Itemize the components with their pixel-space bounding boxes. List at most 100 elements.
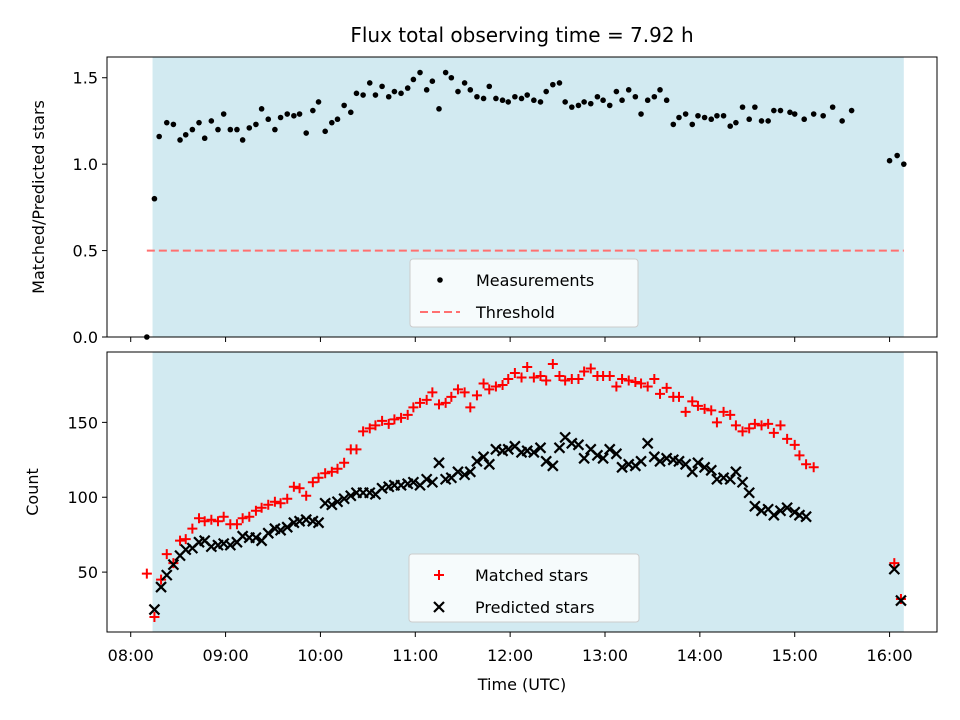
measurements-point — [518, 95, 525, 102]
matched-stars-point — [801, 459, 812, 470]
matched-stars-point — [775, 420, 786, 431]
measurements-point — [644, 97, 651, 104]
top-legend: Measurements Threshold — [409, 258, 639, 328]
measurements-point — [499, 97, 506, 104]
matched-stars-point — [642, 381, 653, 392]
predicted-stars-point — [464, 466, 477, 478]
measurements-point — [493, 95, 499, 102]
matched-stars-point — [889, 558, 900, 569]
measurements-point — [682, 111, 689, 117]
bottom-y-tick-label: 50 — [78, 563, 98, 582]
matched-stars-point — [440, 397, 451, 408]
measurements-point — [486, 83, 493, 90]
measurements-point — [771, 107, 777, 114]
bottom-legend-box — [408, 553, 640, 623]
measurements-point — [196, 119, 202, 126]
measurements-point — [720, 112, 727, 119]
matched-stars-point — [263, 499, 274, 510]
x-axis-label: Time (UTC) — [477, 675, 566, 694]
predicted-stars-point — [553, 442, 566, 454]
predicted-stars-point — [471, 455, 483, 468]
measurements-point — [347, 109, 354, 116]
legend-measurements-label: Measurements — [476, 271, 594, 290]
matched-stars-point — [718, 406, 729, 417]
measurements-point — [258, 106, 265, 112]
measurements-point — [524, 92, 531, 98]
x-tick-label: 12:00 — [487, 646, 533, 665]
measurements-point — [581, 99, 587, 105]
measurements-point — [543, 88, 549, 95]
predicted-stars-point — [477, 451, 490, 463]
measurements-point — [512, 93, 518, 100]
matched-stars-point — [180, 534, 191, 545]
measurements-point — [215, 126, 221, 133]
legend-predicted-stars-marker — [433, 601, 445, 613]
predicted-stars-point — [768, 509, 780, 521]
legend-measurements-marker — [437, 277, 443, 283]
matched-stars-point — [680, 406, 691, 417]
measurements-point — [303, 130, 310, 136]
bottom-y-tick-label: 150 — [67, 413, 98, 432]
predicted-stars-point — [224, 539, 237, 551]
matched-stars-point — [630, 376, 641, 387]
measurements-point — [341, 102, 347, 109]
top-y-axis-label: Matched/Predicted stars — [29, 100, 48, 294]
matched-stars-point — [478, 378, 489, 389]
matched-stars-point — [237, 513, 248, 524]
measurements-point — [587, 100, 594, 107]
measurements-point — [651, 93, 658, 100]
matched-stars-point — [611, 381, 622, 392]
predicted-stars-point — [730, 466, 742, 478]
measurements-point — [220, 111, 227, 117]
matched-stars-point — [636, 378, 647, 389]
measurements-point — [600, 97, 606, 104]
matched-stars-point — [415, 397, 426, 408]
measurements-point — [372, 92, 379, 98]
predicted-stars-point — [705, 464, 718, 477]
measurements-point — [594, 93, 601, 100]
bottom-y-tick-label: 100 — [67, 488, 98, 507]
matched-stars-point — [497, 379, 508, 390]
measurements-point — [765, 118, 771, 124]
matched-stars-point — [187, 523, 198, 534]
predicted-stars-point — [312, 516, 325, 529]
matched-stars-point — [358, 426, 369, 437]
measurements-point — [353, 90, 360, 97]
measurements-point — [398, 90, 404, 97]
matched-stars-point — [604, 370, 615, 381]
predicted-stars-point — [698, 461, 711, 474]
matched-stars-point — [585, 363, 596, 374]
measurements-point — [315, 99, 322, 105]
predicted-stars-point — [281, 521, 294, 533]
matched-stars-point — [459, 387, 470, 398]
matched-stars-point — [307, 477, 318, 488]
matched-stars-point — [282, 493, 293, 504]
measurements-point — [385, 93, 392, 100]
measurements-point — [505, 99, 512, 105]
predicted-stars-point — [616, 461, 628, 474]
predicted-stars-point — [591, 449, 604, 462]
predicted-stars-point — [540, 455, 552, 468]
top-legend-box — [409, 258, 639, 328]
measurements-point — [467, 87, 474, 93]
matched-stars-point — [301, 490, 312, 501]
matched-stars-point — [699, 403, 710, 414]
measurements-point — [284, 111, 291, 117]
matched-stars-point — [560, 375, 571, 386]
matched-stars-point — [768, 427, 779, 438]
matched-stars-point — [294, 483, 305, 494]
x-tick-label: 15:00 — [772, 646, 818, 665]
measurements-point — [310, 107, 316, 114]
measurements-point — [442, 69, 449, 76]
measurements-point — [810, 111, 817, 117]
predicted-stars-point — [673, 455, 685, 468]
measurements-point — [727, 123, 734, 129]
matched-stars-point — [446, 391, 457, 402]
measurements-point — [708, 116, 715, 123]
bottom-y-axis-label: Count — [23, 468, 42, 516]
measurements-point — [272, 126, 278, 133]
matched-stars-point — [794, 450, 805, 461]
measurements-point — [404, 85, 411, 91]
measurements-point — [189, 126, 196, 133]
matched-stars-point — [579, 366, 590, 377]
